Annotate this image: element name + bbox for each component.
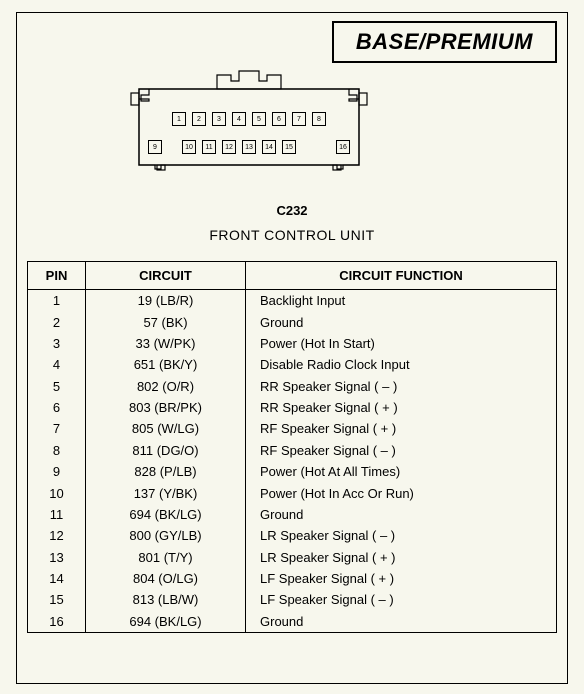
connector-diagram: 12345678910111213141516 — [99, 69, 399, 181]
table-header-row: PIN CIRCUIT CIRCUIT FUNCTION — [28, 262, 557, 290]
pin-number: 7 — [297, 116, 301, 123]
cell-circuit: 811 (DG/O) — [86, 440, 246, 461]
pin-number: 15 — [285, 144, 293, 151]
table-row: 4651 (BK/Y)Disable Radio Clock Input — [28, 354, 557, 375]
table-row: 10137 (Y/BK)Power (Hot In Acc Or Run) — [28, 482, 557, 503]
cell-function: RR Speaker Signal ( + ) — [246, 397, 557, 418]
table-row: 15813 (LB/W)LF Speaker Signal ( – ) — [28, 589, 557, 610]
title-box: BASE/PREMIUM — [332, 21, 557, 63]
cell-function: Power (Hot In Start) — [246, 333, 557, 354]
cell-function: RR Speaker Signal ( – ) — [246, 376, 557, 397]
cell-function: LR Speaker Signal ( – ) — [246, 525, 557, 546]
pin-boxes: 12345678910111213141516 — [149, 113, 350, 154]
cell-function: Ground — [246, 504, 557, 525]
title-text: BASE/PREMIUM — [356, 29, 533, 54]
cell-pin: 2 — [28, 311, 86, 332]
table-row: 119 (LB/R)Backlight Input — [28, 290, 557, 312]
table-row: 8811 (DG/O)RF Speaker Signal ( – ) — [28, 440, 557, 461]
pin-number: 4 — [237, 116, 241, 123]
pin-number: 9 — [153, 144, 157, 151]
table-row: 333 (W/PK)Power (Hot In Start) — [28, 333, 557, 354]
cell-function: Disable Radio Clock Input — [246, 354, 557, 375]
pin-number: 11 — [205, 144, 212, 151]
table-row: 13801 (T/Y)LR Speaker Signal ( + ) — [28, 547, 557, 568]
cell-circuit: 694 (BK/LG) — [86, 504, 246, 525]
cell-circuit: 805 (W/LG) — [86, 418, 246, 439]
connector-ear-right — [359, 93, 367, 105]
cell-pin: 12 — [28, 525, 86, 546]
table-row: 9828 (P/LB)Power (Hot At All Times) — [28, 461, 557, 482]
cell-circuit: 33 (W/PK) — [86, 333, 246, 354]
pin-number: 13 — [245, 144, 253, 151]
cell-circuit: 803 (BR/PK) — [86, 397, 246, 418]
cell-pin: 6 — [28, 397, 86, 418]
cell-pin: 1 — [28, 290, 86, 312]
connector-tab — [217, 71, 281, 89]
pin-number: 10 — [185, 144, 193, 151]
pin-number: 14 — [265, 144, 273, 151]
pin-number: 16 — [339, 144, 347, 151]
table-row: 16694 (BK/LG)Ground — [28, 611, 557, 633]
cell-pin: 11 — [28, 504, 86, 525]
pinout-table: PIN CIRCUIT CIRCUIT FUNCTION 119 (LB/R)B… — [27, 261, 557, 633]
cell-function: Power (Hot At All Times) — [246, 461, 557, 482]
cell-circuit: 801 (T/Y) — [86, 547, 246, 568]
header-pin: PIN — [28, 262, 86, 290]
table-row: 5802 (O/R)RR Speaker Signal ( – ) — [28, 376, 557, 397]
table-row: 14804 (O/LG)LF Speaker Signal ( + ) — [28, 568, 557, 589]
cell-circuit: 57 (BK) — [86, 311, 246, 332]
connector-ear-left — [131, 93, 139, 105]
cell-circuit: 19 (LB/R) — [86, 290, 246, 312]
table-row: 6803 (BR/PK)RR Speaker Signal ( + ) — [28, 397, 557, 418]
cell-circuit: 694 (BK/LG) — [86, 611, 246, 633]
cell-pin: 14 — [28, 568, 86, 589]
cell-pin: 15 — [28, 589, 86, 610]
cell-pin: 9 — [28, 461, 86, 482]
table-row: 257 (BK)Ground — [28, 311, 557, 332]
pin-number: 1 — [177, 116, 181, 123]
cell-circuit: 813 (LB/W) — [86, 589, 246, 610]
cell-circuit: 828 (P/LB) — [86, 461, 246, 482]
cell-pin: 4 — [28, 354, 86, 375]
cell-function: Power (Hot In Acc Or Run) — [246, 482, 557, 503]
cell-circuit: 800 (GY/LB) — [86, 525, 246, 546]
header-circuit: CIRCUIT — [86, 262, 246, 290]
diagram-frame: BASE/PREMIUM 12345678910111213141516 C23… — [16, 12, 568, 684]
cell-pin: 8 — [28, 440, 86, 461]
cell-function: RF Speaker Signal ( – ) — [246, 440, 557, 461]
pin-number: 3 — [217, 116, 221, 123]
cell-circuit: 137 (Y/BK) — [86, 482, 246, 503]
table-body: 119 (LB/R)Backlight Input257 (BK)Ground3… — [28, 290, 557, 633]
pin-number: 2 — [197, 116, 201, 123]
cell-circuit: 651 (BK/Y) — [86, 354, 246, 375]
cell-function: LR Speaker Signal ( + ) — [246, 547, 557, 568]
pin-number: 5 — [257, 116, 261, 123]
pin-number: 6 — [277, 116, 281, 123]
connector-code: C232 — [17, 203, 567, 218]
cell-pin: 3 — [28, 333, 86, 354]
table-row: 12800 (GY/LB)LR Speaker Signal ( – ) — [28, 525, 557, 546]
subtitle: FRONT CONTROL UNIT — [17, 227, 567, 243]
table-row: 7805 (W/LG)RF Speaker Signal ( + ) — [28, 418, 557, 439]
cell-function: RF Speaker Signal ( + ) — [246, 418, 557, 439]
cell-pin: 16 — [28, 611, 86, 633]
cell-pin: 5 — [28, 376, 86, 397]
pin-number: 12 — [225, 144, 233, 151]
cell-pin: 10 — [28, 482, 86, 503]
connector-shell — [139, 89, 359, 169]
pin-number: 8 — [317, 116, 321, 123]
cell-circuit: 802 (O/R) — [86, 376, 246, 397]
cell-pin: 13 — [28, 547, 86, 568]
cell-circuit: 804 (O/LG) — [86, 568, 246, 589]
cell-function: Ground — [246, 611, 557, 633]
cell-function: Ground — [246, 311, 557, 332]
table-row: 11694 (BK/LG)Ground — [28, 504, 557, 525]
header-function: CIRCUIT FUNCTION — [246, 262, 557, 290]
cell-function: Backlight Input — [246, 290, 557, 312]
cell-function: LF Speaker Signal ( + ) — [246, 568, 557, 589]
cell-pin: 7 — [28, 418, 86, 439]
cell-function: LF Speaker Signal ( – ) — [246, 589, 557, 610]
